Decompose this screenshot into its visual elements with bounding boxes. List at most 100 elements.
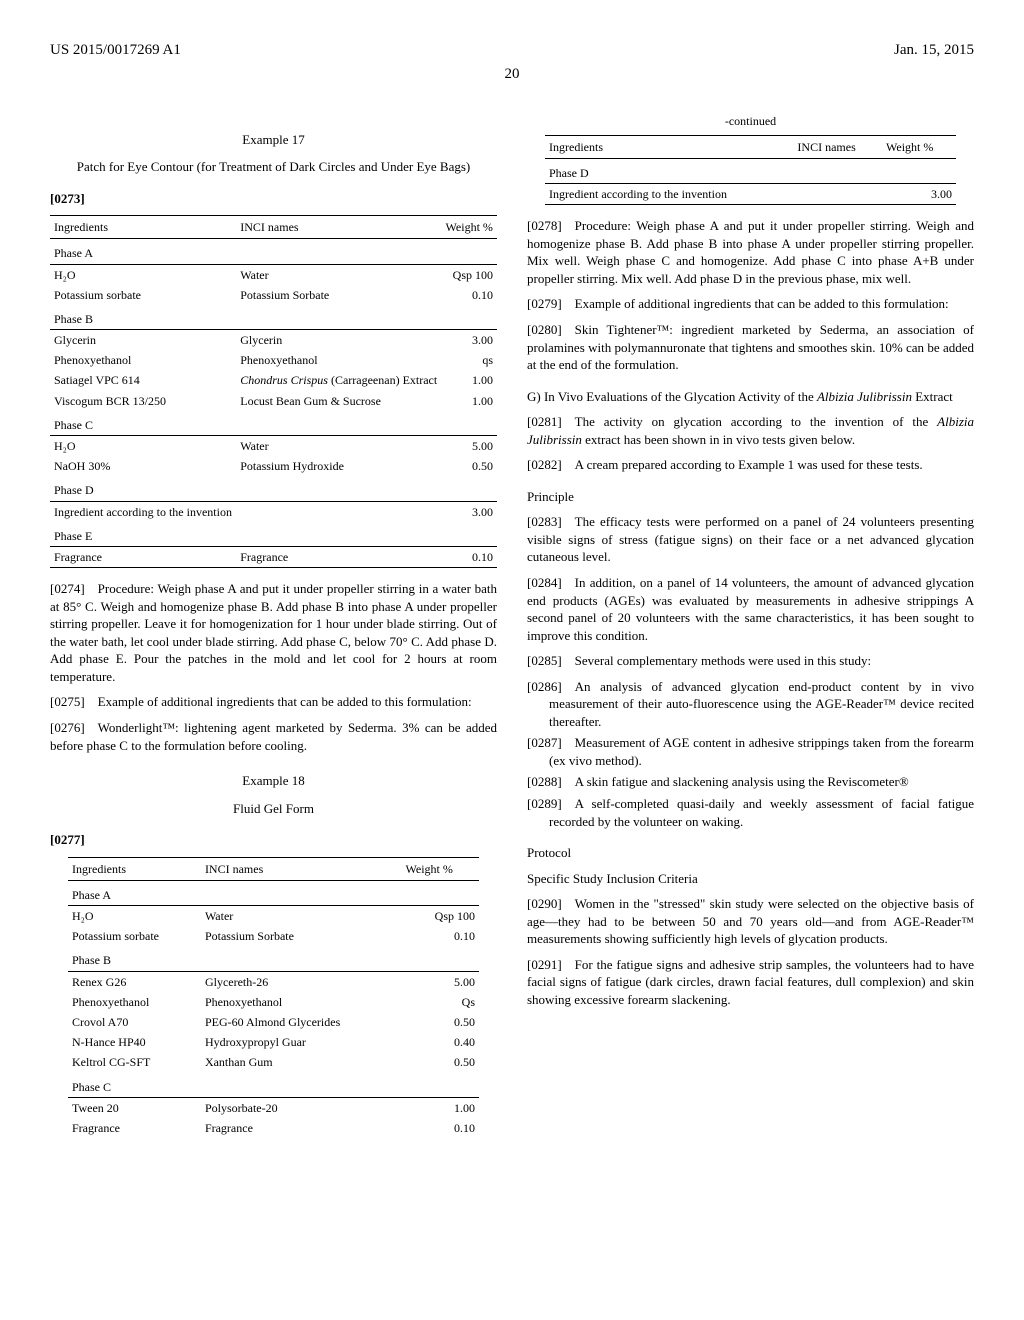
example-17-title: Example 17 — [50, 131, 497, 149]
para-0287: [0287] Measurement of AGE content in adh… — [527, 734, 974, 769]
cell: Glycerin — [50, 330, 236, 350]
th-ingredients: Ingredients — [50, 216, 236, 239]
cell: Viscogum BCR 13/250 — [50, 391, 236, 411]
th-weight: Weight % — [882, 136, 956, 159]
phase-b: Phase B — [50, 305, 236, 330]
cell: Glycerin — [236, 330, 441, 350]
cell — [793, 184, 882, 205]
th-weight: Weight % — [402, 858, 479, 881]
cell: Potassium Hydroxide — [236, 456, 441, 476]
text: [0281] The activity on glycation accordi… — [527, 414, 937, 429]
cell — [236, 502, 441, 522]
para-0276: [0276] Wonderlight™: lightening agent ma… — [50, 719, 497, 754]
cell: Chondrus Crispus (Carrageenan) Extract — [236, 370, 441, 390]
principle-heading: Principle — [527, 488, 974, 506]
cell: H₂O — [50, 265, 236, 285]
cell: Tween 20 — [68, 1098, 201, 1118]
phase-c: Phase C — [68, 1073, 201, 1098]
cell: Fragrance — [201, 1118, 402, 1138]
cell: H₂O — [68, 906, 201, 926]
para-0280: [0280] Skin Tightener™: ingredient marke… — [527, 321, 974, 374]
cell: Qs — [402, 992, 479, 1012]
page-header: US 2015/0017269 A1 Jan. 15, 2015 — [50, 40, 974, 60]
cell: Hydroxypropyl Guar — [201, 1032, 402, 1052]
example-17-table: Ingredients INCI names Weight % Phase A … — [50, 215, 497, 568]
cell: Potassium sorbate — [68, 926, 201, 946]
cell: 3.00 — [442, 502, 497, 522]
para-0273: [0273] — [50, 191, 85, 206]
cell: 0.50 — [402, 1052, 479, 1072]
cell: 5.00 — [442, 436, 497, 456]
protocol-heading: Protocol — [527, 844, 974, 862]
cell: Phenoxyethanol — [236, 350, 441, 370]
continued-label: -continued — [527, 113, 974, 129]
section-g-heading: G) In Vivo Evaluations of the Glycation … — [527, 388, 974, 406]
para-0277: [0277] — [50, 832, 85, 847]
pub-date: Jan. 15, 2015 — [894, 40, 974, 60]
cell: 0.10 — [402, 926, 479, 946]
pub-number: US 2015/0017269 A1 — [50, 40, 181, 60]
cell: Qsp 100 — [442, 265, 497, 285]
th-inci: INCI names — [793, 136, 882, 159]
para-0290: [0290] Women in the "stressed" skin stud… — [527, 895, 974, 948]
italic: Chondrus Crispus — [240, 373, 328, 387]
example-17-subtitle: Patch for Eye Contour (for Treatment of … — [50, 158, 497, 176]
cell: 0.40 — [402, 1032, 479, 1052]
cell: 3.00 — [442, 330, 497, 350]
para-0281: [0281] The activity on glycation accordi… — [527, 413, 974, 448]
cell: Water — [201, 906, 402, 926]
cell: 0.10 — [402, 1118, 479, 1138]
cell: H₂O — [50, 436, 236, 456]
cell: PEG-60 Almond Glycerides — [201, 1012, 402, 1032]
phase-a: Phase A — [68, 880, 201, 905]
phase-c: Phase C — [50, 411, 236, 436]
cell: Keltrol CG-SFT — [68, 1052, 201, 1072]
cell: 0.10 — [442, 285, 497, 305]
cell: Ingredient according to the invention — [50, 502, 236, 522]
th-inci: INCI names — [236, 216, 441, 239]
example-18-continued-table: Ingredients INCI names Weight % Phase D … — [545, 135, 956, 206]
cell: Fragrance — [68, 1118, 201, 1138]
text: Extract — [912, 389, 953, 404]
phase-e: Phase E — [50, 522, 236, 547]
para-0283: [0283] The efficacy tests were performed… — [527, 513, 974, 566]
right-column: -continued Ingredients INCI names Weight… — [527, 113, 974, 1151]
para-0279: [0279] Example of additional ingredients… — [527, 295, 974, 313]
text: G) In Vivo Evaluations of the Glycation … — [527, 389, 817, 404]
cell: Water — [236, 265, 441, 285]
phase-d: Phase D — [50, 476, 236, 501]
cell: Fragrance — [236, 547, 441, 568]
two-column-layout: Example 17 Patch for Eye Contour (for Tr… — [50, 113, 974, 1151]
cell: Potassium Sorbate — [236, 285, 441, 305]
para-0274: [0274] Procedure: Weigh phase A and put … — [50, 580, 497, 685]
italic: Albizia Julibrissin — [817, 389, 912, 404]
left-column: Example 17 Patch for Eye Contour (for Tr… — [50, 113, 497, 1151]
cell: 1.00 — [442, 370, 497, 390]
cell: 0.50 — [442, 456, 497, 476]
phase-b: Phase B — [68, 946, 201, 971]
cell: Potassium Sorbate — [201, 926, 402, 946]
cell: Potassium sorbate — [50, 285, 236, 305]
cell: 1.00 — [402, 1098, 479, 1118]
cell: Ingredient according to the invention — [545, 184, 793, 205]
para-0284: [0284] In addition, on a panel of 14 vol… — [527, 574, 974, 644]
example-18-table: Ingredients INCI names Weight % Phase A … — [68, 857, 479, 1138]
example-18-title: Example 18 — [50, 772, 497, 790]
cell: Phenoxyethanol — [201, 992, 402, 1012]
specific-heading: Specific Study Inclusion Criteria — [527, 870, 974, 888]
th-ingredients: Ingredients — [545, 136, 793, 159]
para-0286: [0286] An analysis of advanced glycation… — [527, 678, 974, 731]
cell: NaOH 30% — [50, 456, 236, 476]
example-18-subtitle: Fluid Gel Form — [50, 800, 497, 818]
cell: Satiagel VPC 614 — [50, 370, 236, 390]
cell: N-Hance HP40 — [68, 1032, 201, 1052]
para-0282: [0282] A cream prepared according to Exa… — [527, 456, 974, 474]
cell: Glycereth-26 — [201, 972, 402, 992]
cell: Qsp 100 — [402, 906, 479, 926]
para-0289: [0289] A self-completed quasi-daily and … — [527, 795, 974, 830]
cell: Locust Bean Gum & Sucrose — [236, 391, 441, 411]
method-list: [0286] An analysis of advanced glycation… — [527, 678, 974, 830]
th-ingredients: Ingredients — [68, 858, 201, 881]
cell: Xanthan Gum — [201, 1052, 402, 1072]
cell: 3.00 — [882, 184, 956, 205]
